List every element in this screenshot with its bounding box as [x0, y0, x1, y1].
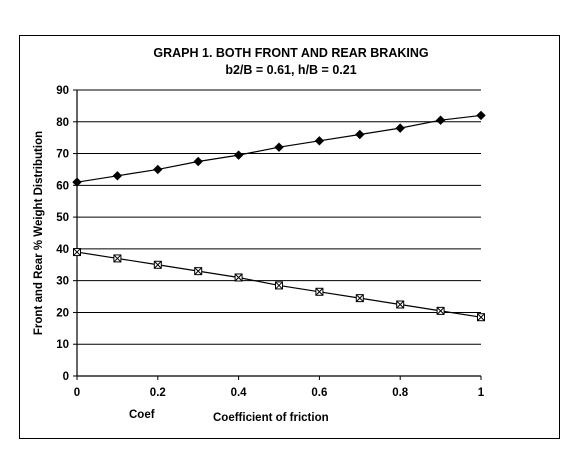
- point-s0-5: [274, 142, 284, 152]
- x-axis-label: Coefficient of friction: [213, 412, 329, 424]
- point-s1-4: [234, 273, 243, 282]
- y-tick-label-3: 30: [56, 276, 69, 288]
- y-tick-label-8: 80: [56, 117, 69, 129]
- x-tick-label-4: 0.8: [392, 387, 409, 399]
- y-tick-label-7: 70: [56, 149, 69, 161]
- point-s0-4: [233, 150, 244, 160]
- point-s0-7: [355, 129, 365, 140]
- point-s1-2: [153, 260, 162, 269]
- point-s1-10: [477, 313, 485, 322]
- y-tick-label-1: 10: [56, 339, 69, 351]
- x-tick-label-1: 0.2: [150, 387, 166, 399]
- x-tick-label-3: 0.6: [311, 387, 327, 399]
- x-tick-label-0: 0: [74, 387, 80, 399]
- point-s0-8: [395, 123, 405, 133]
- axes: [73, 89, 482, 380]
- tick-labels: 0 10 20 30 40 50 60 70 80 90 0 0.2 0.4 0.6 0.8 1: [56, 85, 485, 399]
- y-tick-label-6: 60: [56, 180, 69, 192]
- point-s1-6: [315, 287, 324, 296]
- point-s0-9: [435, 115, 446, 125]
- point-s0-10: [476, 110, 486, 121]
- x-tick-label-5: 1: [478, 387, 485, 399]
- point-s0-2: [153, 164, 163, 175]
- y-tick-label-5: 50: [56, 212, 69, 224]
- point-s0-1: [112, 171, 123, 181]
- x-axis-label-extra: Coef: [129, 409, 155, 421]
- chart-title: GRAPH 1. BOTH FRONT AND REAR BRAKING: [153, 46, 429, 60]
- gridlines: [77, 89, 481, 345]
- point-s1-5: [275, 281, 283, 290]
- point-s1-1: [113, 254, 122, 263]
- point-s1-0: [73, 248, 81, 257]
- point-s0-3: [193, 156, 203, 167]
- point-s1-8: [396, 300, 405, 309]
- point-s0-6: [314, 136, 325, 146]
- y-tick-label-0: 0: [63, 371, 69, 383]
- point-s0-0: [72, 177, 82, 187]
- chart-frame: [19, 35, 560, 439]
- point-s1-9: [436, 306, 445, 315]
- markers: [72, 110, 486, 322]
- point-s1-7: [355, 294, 364, 303]
- y-tick-label-2: 20: [56, 307, 69, 319]
- x-tick-label-2: 0.4: [231, 387, 248, 399]
- y-tick-label-9: 90: [56, 85, 69, 97]
- point-s1-3: [194, 267, 203, 276]
- chart-subtitle: b2/B = 0.61, h/B = 0.21: [225, 63, 357, 77]
- y-tick-label-4: 40: [56, 244, 69, 256]
- y-axis-label: Front and Rear % Weight Distribution: [33, 131, 45, 335]
